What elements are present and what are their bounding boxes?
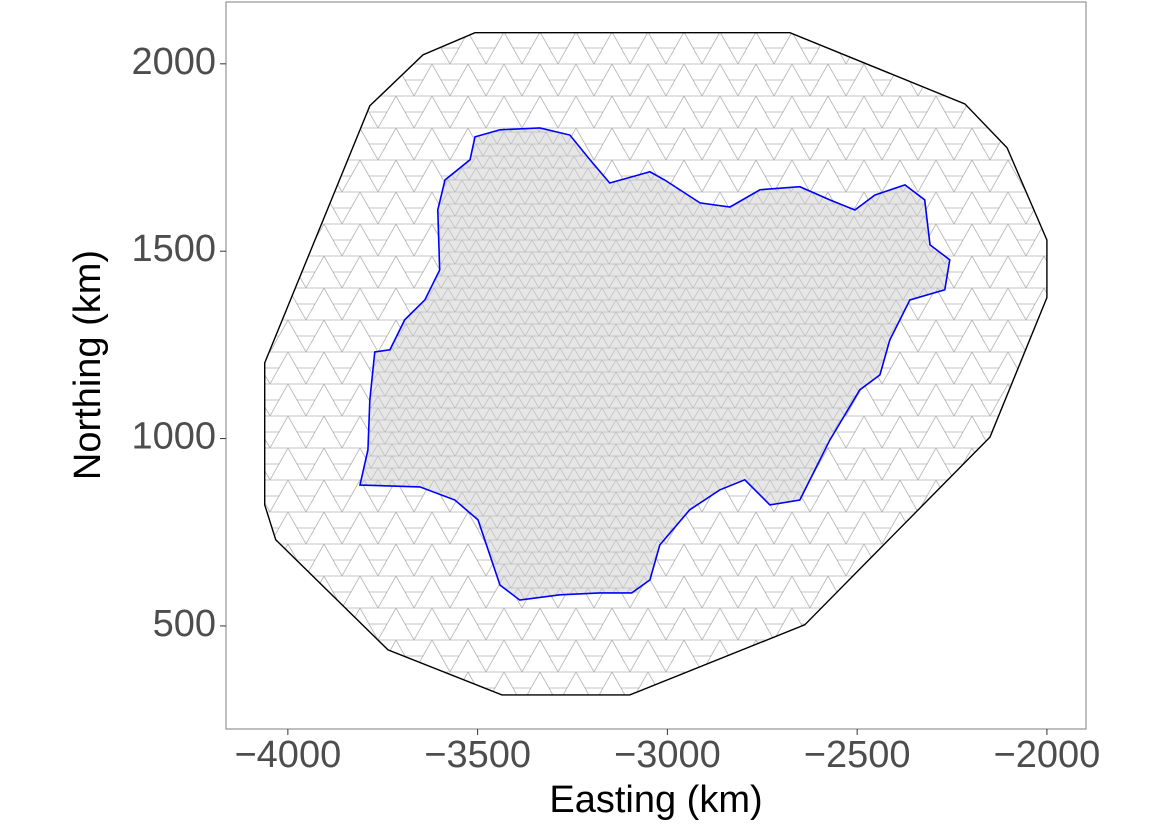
y-tick-label: 1500 bbox=[131, 228, 216, 270]
x-tick-label: −3000 bbox=[614, 734, 721, 776]
x-tick-label: −2000 bbox=[994, 734, 1101, 776]
x-axis-title: Easting (km) bbox=[549, 779, 762, 821]
y-axis-title: Northing (km) bbox=[67, 250, 109, 480]
inner-boundary bbox=[358, 127, 951, 601]
y-tick-label: 1000 bbox=[131, 416, 216, 458]
y-tick-label: 2000 bbox=[131, 41, 216, 83]
x-tick-label: −3500 bbox=[424, 734, 531, 776]
y-tick-label: 500 bbox=[153, 603, 216, 645]
x-tick-label: −4000 bbox=[234, 734, 341, 776]
x-tick-label: −2500 bbox=[804, 734, 911, 776]
